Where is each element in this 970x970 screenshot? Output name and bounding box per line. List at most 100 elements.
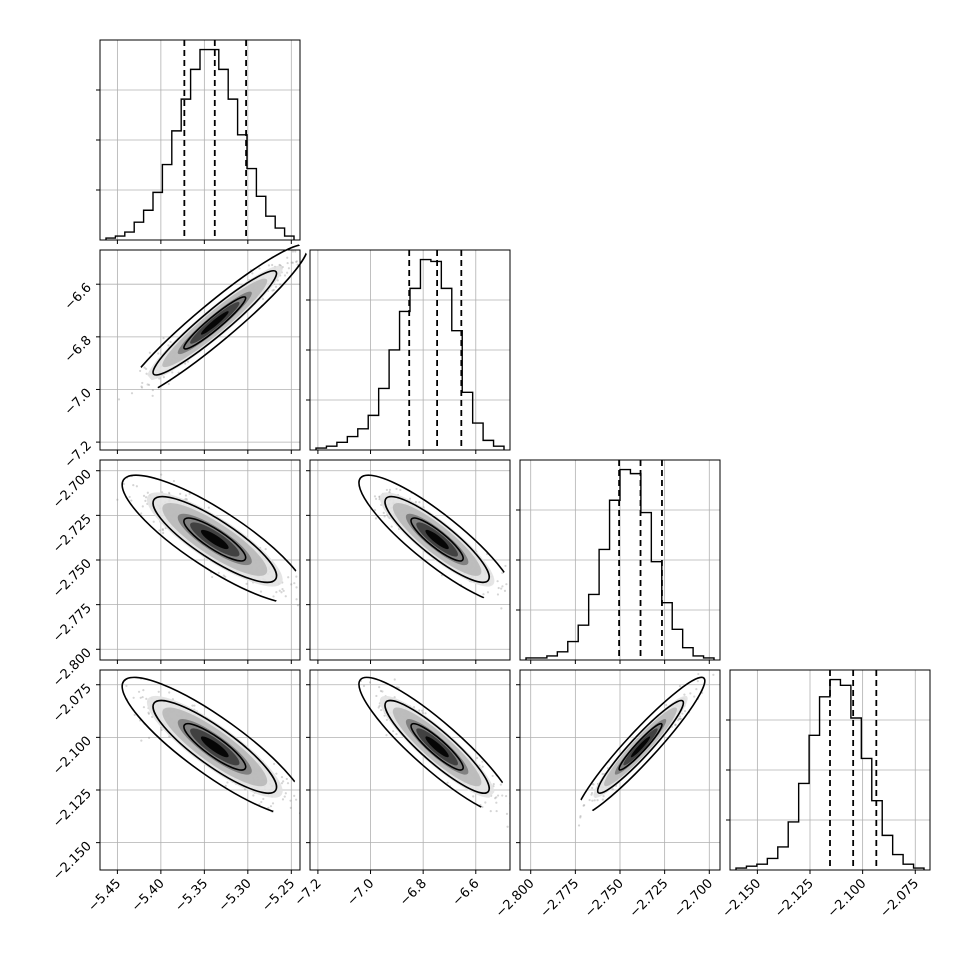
sample-point bbox=[184, 494, 188, 497]
sample-point bbox=[172, 479, 176, 483]
sample-point bbox=[301, 591, 303, 593]
sample-point bbox=[475, 756, 479, 760]
sample-point bbox=[287, 267, 290, 270]
sample-point bbox=[167, 382, 170, 386]
sample-point bbox=[144, 499, 147, 502]
sample-point bbox=[579, 816, 582, 819]
sample-point bbox=[368, 681, 372, 684]
sample-point bbox=[294, 250, 297, 253]
sample-point bbox=[145, 367, 148, 370]
contour-line-0 bbox=[183, 722, 247, 771]
sample-point bbox=[116, 498, 119, 501]
sample-point bbox=[271, 802, 275, 805]
x-tick-label-3-0: −2.150 bbox=[720, 876, 765, 921]
sample-point bbox=[285, 777, 288, 781]
sample-point bbox=[481, 805, 484, 809]
sample-point bbox=[283, 795, 286, 798]
y-tick-label-2-3: −2.725 bbox=[50, 512, 95, 557]
contour-line-0 bbox=[410, 722, 464, 771]
sample-point bbox=[142, 689, 145, 692]
sample-point bbox=[137, 690, 141, 693]
sample-point bbox=[130, 392, 134, 395]
x-tick-label-3-2: −2.100 bbox=[825, 876, 870, 921]
sample-point bbox=[271, 263, 274, 267]
sample-point bbox=[596, 799, 599, 802]
sample-point bbox=[424, 712, 427, 715]
sample-point bbox=[160, 728, 163, 732]
contour-line-0 bbox=[183, 517, 247, 562]
sample-point bbox=[385, 718, 389, 722]
histogram-panel-2 bbox=[516, 459, 721, 664]
x-tick-label-2-4: −2.700 bbox=[671, 876, 716, 921]
sample-point bbox=[382, 511, 385, 514]
x-tick-label-3-3: −2.075 bbox=[877, 876, 922, 921]
sample-point bbox=[513, 798, 515, 800]
y-tick-label-2-1: −2.775 bbox=[50, 601, 95, 646]
sample-point bbox=[421, 709, 424, 712]
sample-point bbox=[695, 688, 698, 691]
sample-point bbox=[267, 806, 270, 810]
sample-point bbox=[158, 529, 161, 532]
y-tick-label-1-0: −7.2 bbox=[62, 438, 95, 471]
sample-point bbox=[161, 528, 164, 531]
sample-point bbox=[395, 732, 398, 736]
contour-line-1 bbox=[596, 699, 685, 794]
sample-point bbox=[260, 800, 263, 804]
sample-point bbox=[501, 571, 504, 575]
sample-point bbox=[283, 274, 287, 277]
sample-point bbox=[500, 607, 503, 610]
scatter-panel-3-0 bbox=[96, 669, 309, 874]
sample-point bbox=[145, 372, 148, 375]
sample-point bbox=[128, 495, 131, 499]
sample-point bbox=[689, 692, 692, 695]
sample-point bbox=[505, 812, 509, 815]
sample-point bbox=[446, 781, 449, 784]
density-fill bbox=[425, 529, 449, 550]
sample-point bbox=[591, 799, 594, 802]
scatter-panel-2-1 bbox=[306, 459, 517, 664]
sample-point bbox=[278, 589, 281, 592]
sample-point bbox=[293, 794, 296, 797]
sample-point bbox=[141, 505, 144, 508]
contour-line-1 bbox=[152, 699, 278, 794]
sample-point bbox=[122, 482, 125, 486]
sample-point bbox=[503, 589, 507, 592]
sample-point bbox=[362, 684, 366, 688]
y-tick-label-1-1: −7.0 bbox=[62, 386, 95, 419]
sample-point bbox=[152, 520, 155, 523]
x-tick-label-3-1: −2.125 bbox=[772, 876, 817, 921]
sample-point bbox=[601, 798, 604, 801]
sample-point bbox=[168, 691, 171, 694]
scatter-panel-3-2 bbox=[516, 669, 721, 874]
y-tick-label-2-4: −2.700 bbox=[50, 467, 95, 512]
sample-point bbox=[592, 783, 595, 786]
sample-point bbox=[492, 783, 495, 786]
sample-point bbox=[141, 695, 144, 699]
sample-point bbox=[262, 797, 265, 801]
sample-point bbox=[393, 678, 396, 681]
sample-point bbox=[162, 376, 165, 379]
sample-point bbox=[486, 591, 490, 594]
sample-point bbox=[602, 794, 605, 798]
sample-point bbox=[590, 791, 594, 795]
sample-point bbox=[408, 497, 412, 500]
sample-point bbox=[481, 760, 484, 763]
sample-point bbox=[261, 297, 265, 301]
sample-point bbox=[184, 497, 187, 501]
sample-point bbox=[193, 704, 196, 707]
sample-point bbox=[696, 680, 699, 683]
panel-frame bbox=[99, 249, 301, 451]
contour-line-1 bbox=[152, 269, 278, 376]
sample-point bbox=[679, 717, 682, 721]
x-tick-label-0-4: −5.25 bbox=[259, 876, 298, 915]
sample-point bbox=[378, 704, 381, 708]
sample-point bbox=[495, 796, 498, 799]
sample-point bbox=[281, 798, 285, 801]
sample-point bbox=[373, 509, 377, 512]
x-tick-label-2-3: −2.725 bbox=[627, 876, 672, 921]
sample-point bbox=[418, 501, 421, 504]
sample-point bbox=[295, 798, 298, 801]
sample-point bbox=[496, 794, 500, 797]
sample-point bbox=[495, 809, 498, 813]
sample-point bbox=[140, 512, 143, 515]
